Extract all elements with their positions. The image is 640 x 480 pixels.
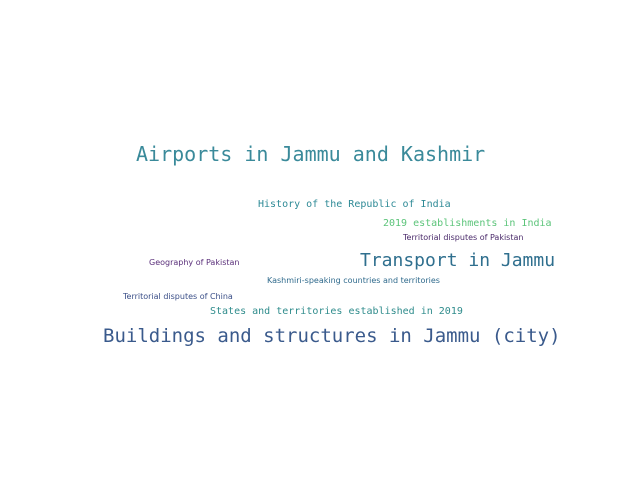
word-buildings-structures-jammu: Buildings and structures in Jammu (city) <box>103 325 561 347</box>
word-airports-jammu-kashmir: Airports in Jammu and Kashmir <box>136 142 486 166</box>
word-states-territories-2019: States and territories established in 20… <box>210 306 463 317</box>
word-territorial-disputes-china: Territorial disputes of China <box>123 292 233 301</box>
word-history-republic-india: History of the Republic of India <box>258 199 451 210</box>
word-kashmiri-speaking: Kashmiri-speaking countries and territor… <box>267 276 440 285</box>
word-transport-jammu: Transport in Jammu <box>360 250 556 271</box>
word-territorial-disputes-pakistan: Territorial disputes of Pakistan <box>403 233 524 242</box>
word-geography-pakistan: Geography of Pakistan <box>149 258 240 267</box>
word-2019-establishments-india: 2019 establishments in India <box>383 218 552 229</box>
